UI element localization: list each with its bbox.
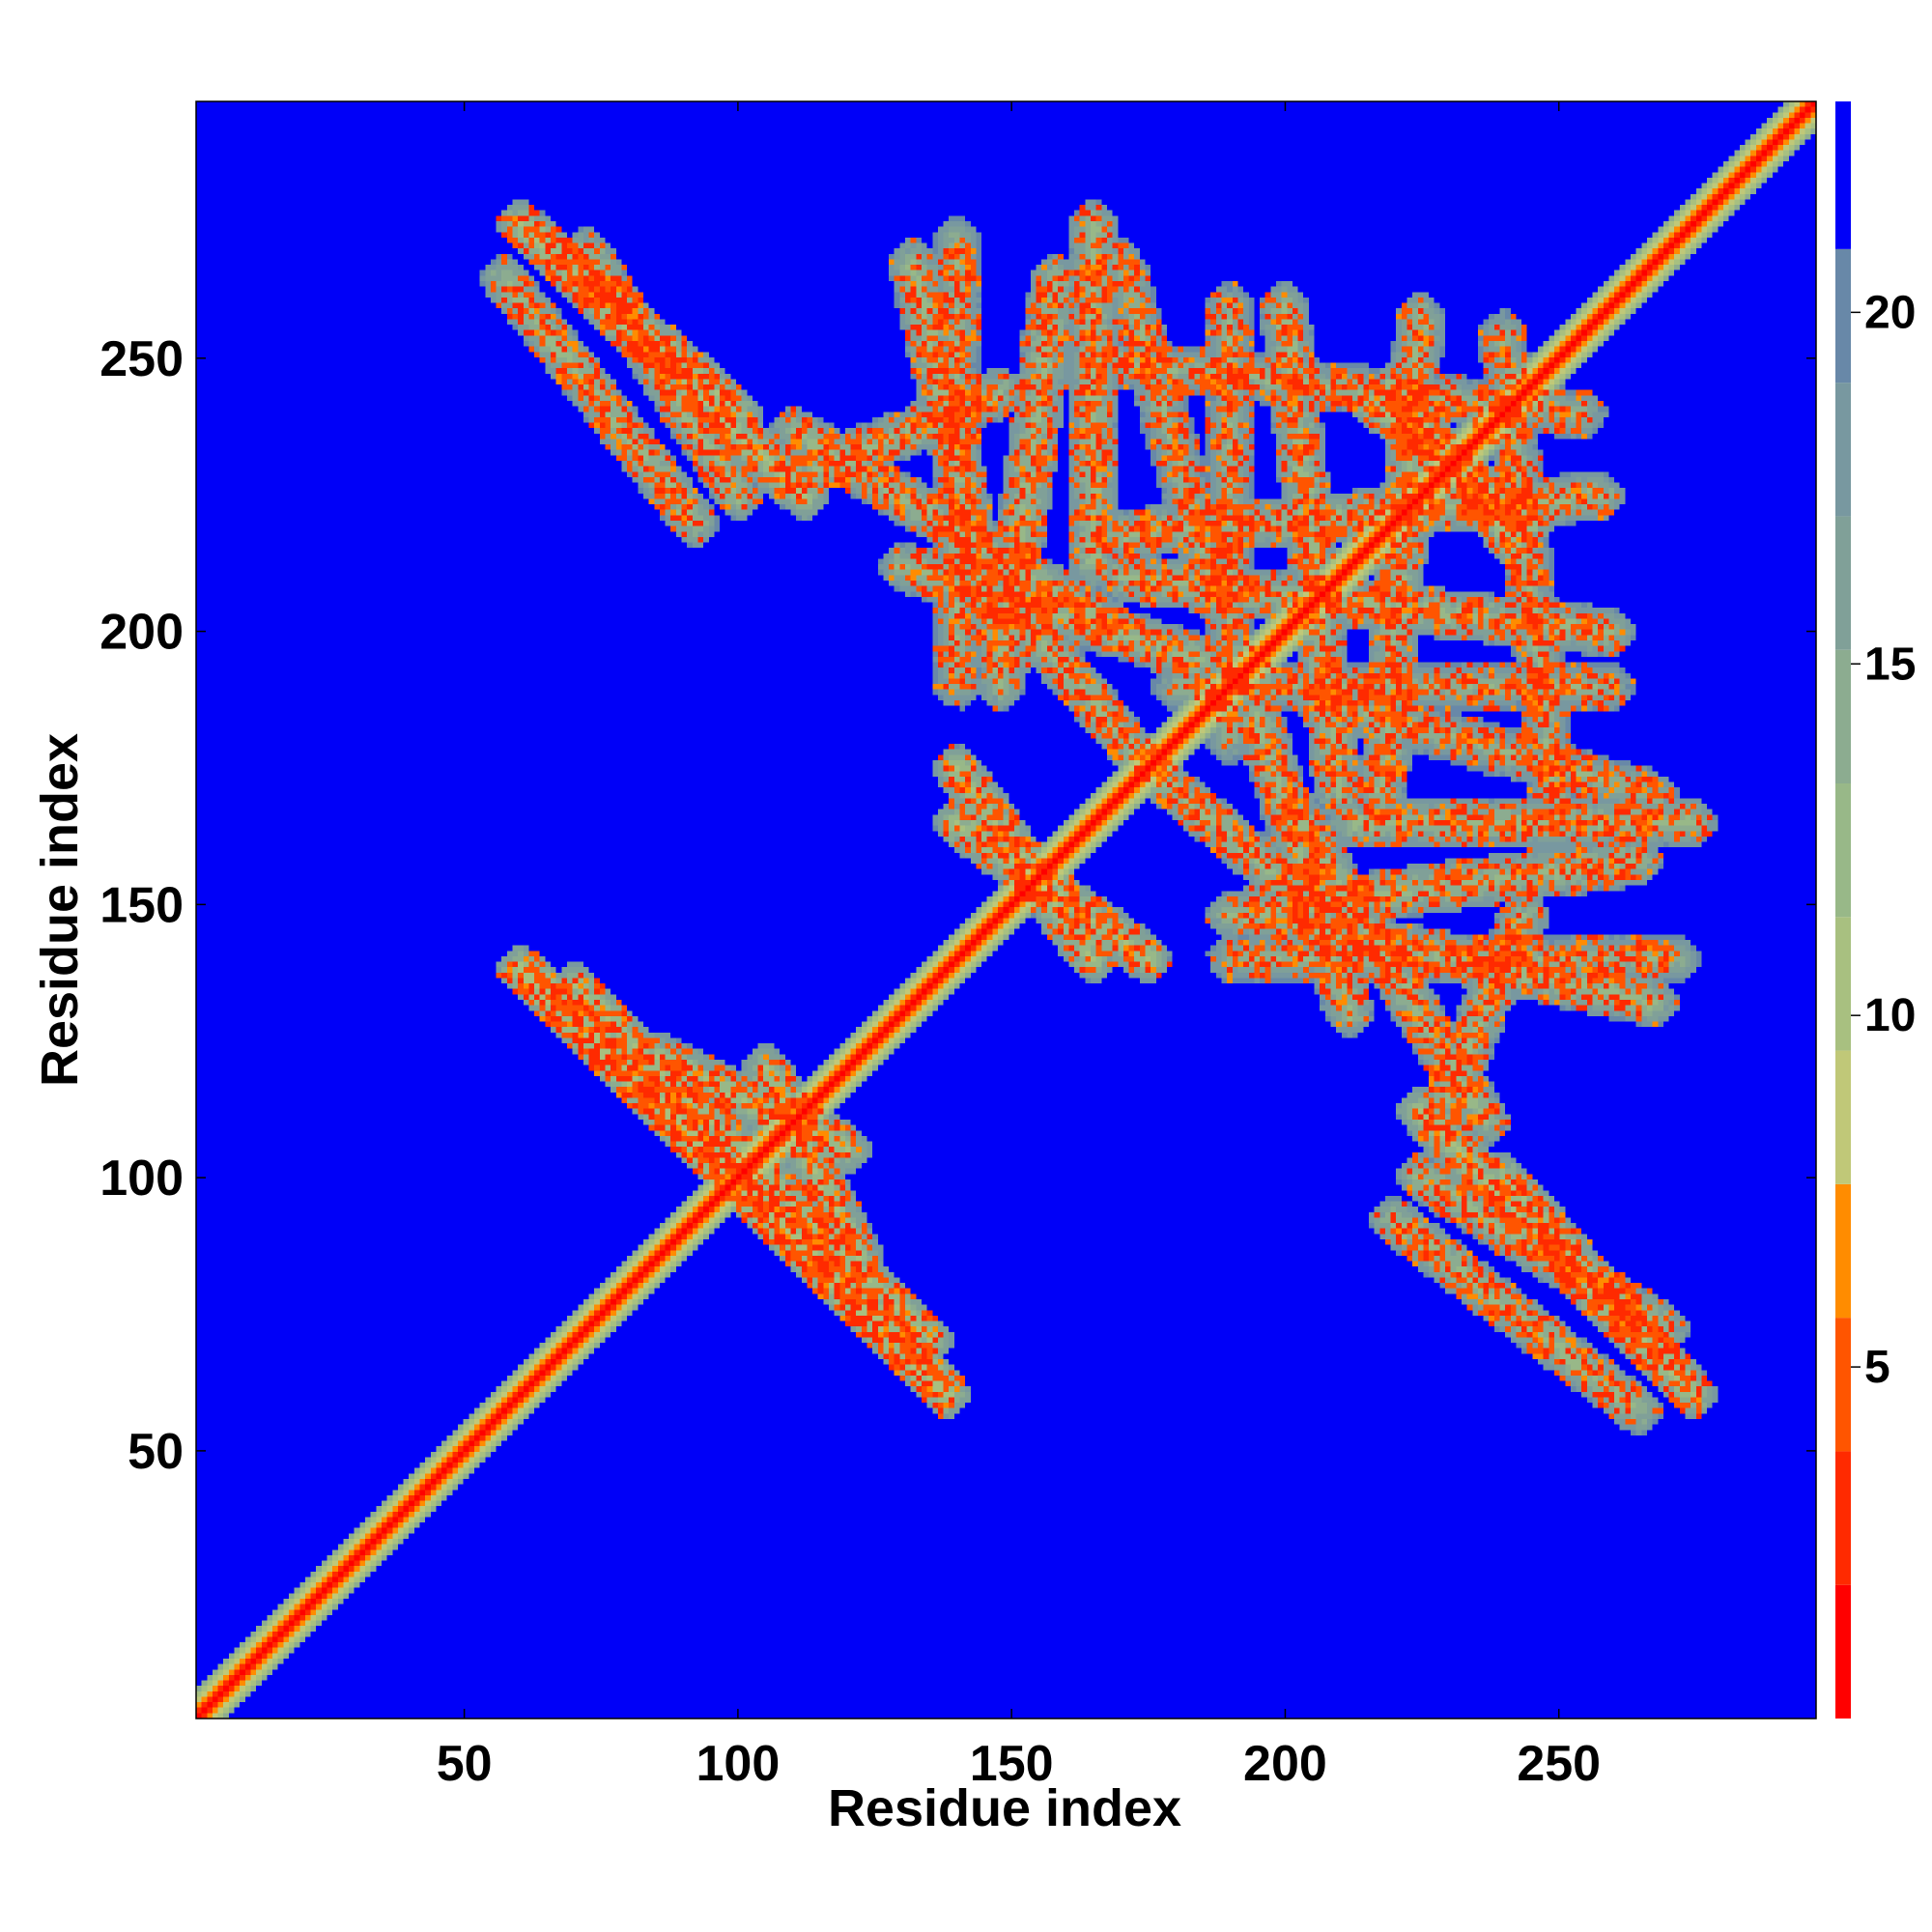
colorbar-segment <box>1835 649 1851 783</box>
x-axis-label: Residue index <box>828 1779 1181 1837</box>
y-tick-label: 50 <box>128 1424 184 1480</box>
y-tick-label: 100 <box>99 1151 184 1207</box>
x-tick-label: 100 <box>696 1736 781 1792</box>
colorbar-segment <box>1835 516 1851 650</box>
colorbar-segment <box>1835 101 1851 249</box>
colorbar-segment <box>1835 782 1851 918</box>
colorbar-ticks: 5 10 15 20 <box>1851 287 1916 1393</box>
x-tick-label: 250 <box>1517 1736 1601 1792</box>
x-tick-label: 200 <box>1243 1736 1327 1792</box>
colorbar-tick-label: 20 <box>1864 287 1916 338</box>
colorbar-segment <box>1835 917 1851 1051</box>
heatmap-canvas-holder <box>196 101 1816 1719</box>
x-tick-label: 50 <box>437 1736 493 1792</box>
y-tick-label: 250 <box>99 331 184 387</box>
colorbar-segment <box>1835 383 1851 517</box>
plot-frame <box>195 100 1817 1719</box>
y-axis-label: Residue index <box>31 733 89 1087</box>
x-axis: 50 100 150 200 250 <box>437 101 1601 1792</box>
colorbar-tick-label: 15 <box>1864 639 1916 690</box>
colorbar-tick-label: 5 <box>1864 1342 1890 1393</box>
y-axis: 50 100 150 200 250 <box>99 331 1816 1480</box>
colorbar-segment <box>1835 1183 1851 1319</box>
colorbar <box>1835 101 1851 1719</box>
colorbar-segment <box>1835 1050 1851 1184</box>
y-tick-label: 200 <box>99 605 184 661</box>
colorbar-tick-label: 10 <box>1864 990 1916 1041</box>
x-tick-label: 150 <box>970 1736 1054 1792</box>
colorbar-segment <box>1835 1584 1851 1719</box>
heatmap-cells <box>196 101 1816 1719</box>
colorbar-segment <box>1835 248 1851 384</box>
colorbar-segment <box>1835 1318 1851 1452</box>
colorbar-segment <box>1835 1451 1851 1585</box>
y-tick-label: 150 <box>99 877 184 933</box>
